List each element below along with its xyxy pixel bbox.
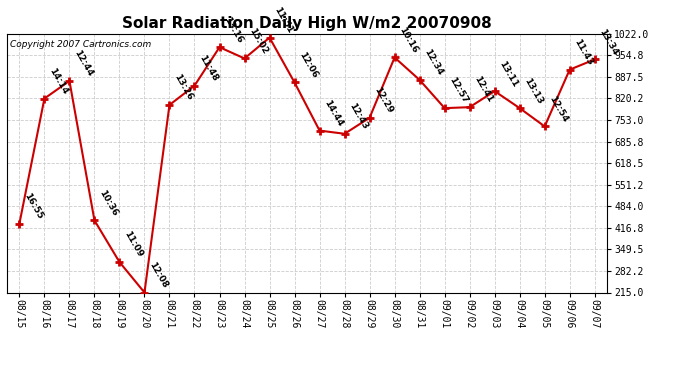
Text: 10:36: 10:36 [97,188,119,218]
Text: 11:48: 11:48 [197,54,219,83]
Text: 16:55: 16:55 [22,192,44,221]
Text: 12:43: 12:43 [347,102,370,131]
Title: Solar Radiation Daily High W/m2 20070908: Solar Radiation Daily High W/m2 20070908 [122,16,492,31]
Text: 10:16: 10:16 [397,26,420,55]
Text: 12:57: 12:57 [447,76,470,105]
Text: 13:16: 13:16 [222,15,244,45]
Text: 12:06: 12:06 [297,51,319,80]
Text: 15:02: 15:02 [247,27,269,56]
Text: 13:11: 13:11 [497,59,520,88]
Text: 13:34: 13:34 [598,27,620,57]
Text: Copyright 2007 Cartronics.com: Copyright 2007 Cartronics.com [10,40,151,49]
Text: 11:09: 11:09 [122,230,144,259]
Text: 12:29: 12:29 [373,86,395,115]
Text: 12:34: 12:34 [422,48,444,77]
Text: 13:13: 13:13 [522,76,544,105]
Text: 12:44: 12:44 [72,49,95,78]
Text: 13:26: 13:26 [172,73,195,102]
Text: 11:51: 11:51 [273,6,295,35]
Text: 12:54: 12:54 [547,94,570,124]
Text: 12:08: 12:08 [147,261,169,290]
Text: 14:44: 14:44 [322,98,344,128]
Text: 14:14: 14:14 [47,66,70,96]
Text: 12:41: 12:41 [473,75,495,104]
Text: 11:43: 11:43 [573,38,595,67]
